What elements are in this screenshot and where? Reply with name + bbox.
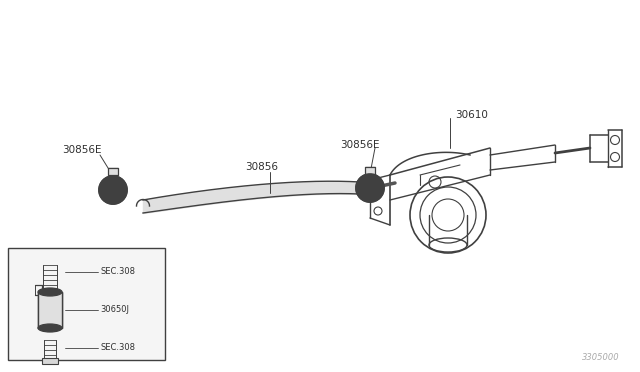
Ellipse shape <box>38 288 62 296</box>
Text: 30856E: 30856E <box>340 140 380 150</box>
Circle shape <box>356 174 384 202</box>
Text: 30650J: 30650J <box>100 305 129 314</box>
Circle shape <box>105 182 121 198</box>
Circle shape <box>99 176 127 204</box>
Bar <box>42 358 58 364</box>
Bar <box>38 292 62 328</box>
Circle shape <box>362 180 378 196</box>
Circle shape <box>360 178 380 198</box>
Text: 30856E: 30856E <box>62 145 102 155</box>
Bar <box>8 248 165 360</box>
Text: 3305000: 3305000 <box>582 353 620 362</box>
Bar <box>365 167 375 174</box>
Text: SEC.308: SEC.308 <box>100 343 135 353</box>
Text: 30610: 30610 <box>455 110 488 120</box>
Ellipse shape <box>38 324 62 332</box>
Bar <box>108 168 118 175</box>
Text: 30856: 30856 <box>245 162 278 172</box>
Text: SEC.308: SEC.308 <box>100 267 135 276</box>
